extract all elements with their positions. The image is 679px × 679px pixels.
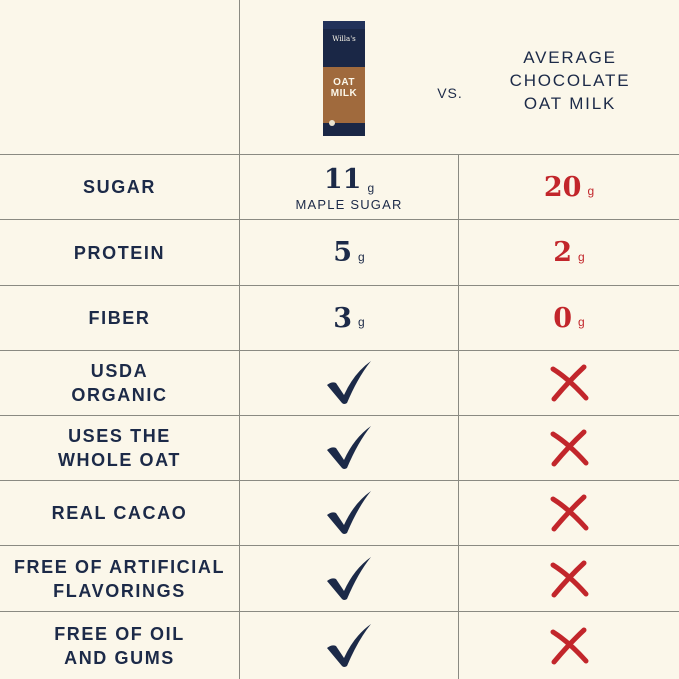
divider-row-4 [0,415,679,416]
carton-name: OAT MILK [323,77,365,99]
row-label-artificial-flavorings: FREE OF ARTIFICIAL FLAVORINGS [13,556,226,601]
avg-artificial-flavorings [459,546,679,611]
row-label-real-cacao: REAL CACAO [51,503,188,523]
divider-row-0 [0,154,679,155]
willas-protein-number: 5 [333,237,353,268]
competitor-heading: AVERAGE CHOCOLATE OAT MILK [490,40,650,120]
competitor-heading-line1: AVERAGE [523,47,617,67]
divider-row-6 [0,545,679,546]
row-label-oil-and-gums: FREE OF OIL AND GUMS [54,623,185,668]
divider-row-5 [0,480,679,481]
willas-sugar-unit: g [367,181,375,195]
divider-row-3 [0,350,679,351]
vs-label: VS. [437,85,463,101]
avg-fiber-unit: g [578,315,585,329]
row-label-whole-oat: USES THE WHOLE OAT [57,426,182,470]
willas-sugar-value: 11 g MAPLE SUGAR [240,160,458,216]
cross-icon [550,627,589,664]
avg-sugar-unit: g [587,184,595,198]
willas-sugar-number: 11 [323,164,362,195]
avg-usda-organic [459,351,679,415]
avg-fiber-number: 0 [553,302,573,334]
competitor-heading-line3: OAT MILK [523,93,617,113]
product-carton-image: Willa's OAT MILK [323,21,365,136]
carton-brand: Willa's [332,35,356,43]
cross-icon [550,364,589,402]
carton-band [323,67,365,123]
cross-icon [550,560,589,597]
check-icon [327,361,371,404]
willas-whole-oat [240,416,458,480]
willas-protein-unit: g [358,249,365,264]
willas-real-cacao [240,481,458,545]
divider-row-2 [0,285,679,286]
row-label-usda-organic: USDA ORGANIC [71,361,168,405]
check-icon [327,491,371,534]
avg-protein-number: 2 [553,237,573,268]
divider-row-1 [0,219,679,220]
carton-cap [323,21,365,29]
organic-seal-icon [329,120,335,126]
competitor-heading-line2: CHOCOLATE [509,70,631,90]
willas-artificial-flavorings [240,546,458,611]
avg-protein-unit: g [578,249,585,264]
row-label-sugar: SUGAR [82,177,156,197]
divider-vertical-right [458,154,459,679]
row-label-fiber: FIBER [88,308,151,328]
avg-whole-oat [459,416,679,480]
willas-oil-and-gums [240,612,458,679]
check-icon [327,556,371,600]
carton-name-line1: OAT [333,77,355,88]
carton-name-line2: MILK [330,88,358,99]
avg-oil-and-gums [459,612,679,679]
willas-fiber-number: 3 [333,302,353,334]
willas-sugar-note: MAPLE SUGAR [295,197,403,212]
divider-row-7 [0,611,679,612]
willas-usda-organic [240,351,458,415]
avg-real-cacao [459,481,679,545]
cross-icon [550,429,589,467]
avg-sugar-number: 20 [543,171,582,203]
check-icon [327,623,371,667]
cross-icon [550,494,589,532]
row-label-protein: PROTEIN [73,242,166,263]
willas-fiber-unit: g [358,315,365,329]
avg-sugar-value: 20 g [459,155,679,219]
divider-vertical-left [239,0,240,679]
check-icon [327,426,371,469]
